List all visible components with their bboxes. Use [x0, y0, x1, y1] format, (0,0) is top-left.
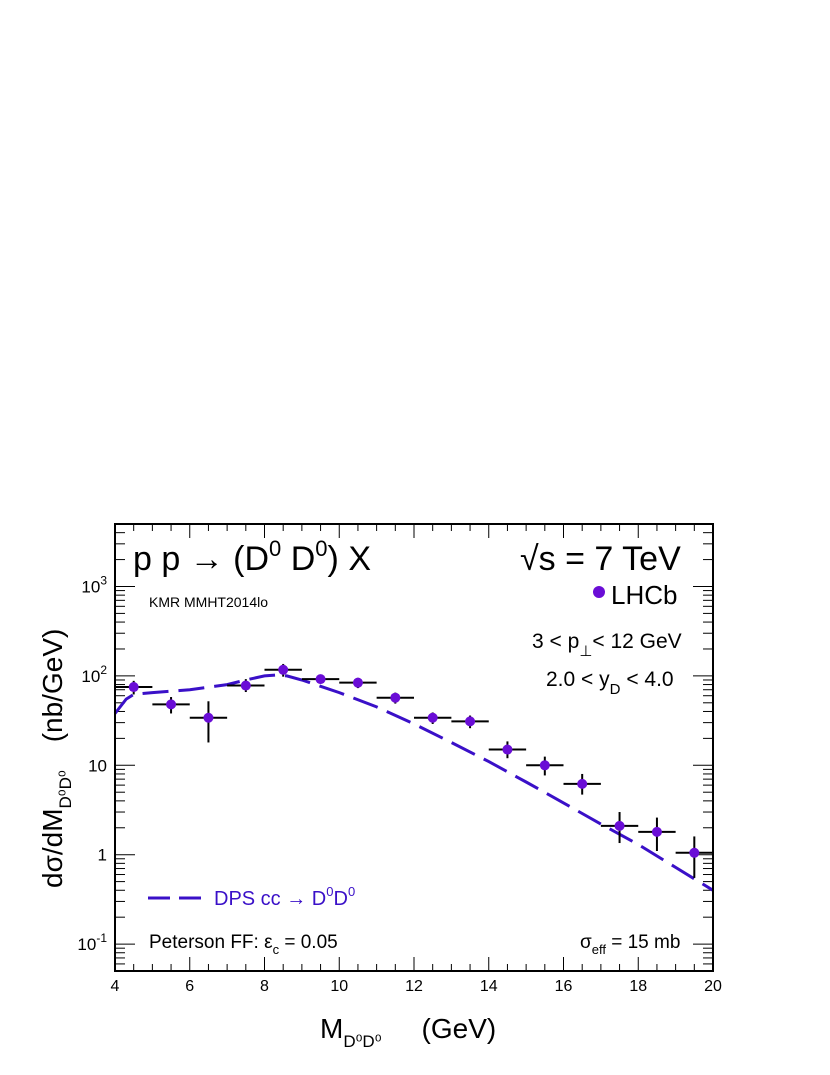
data-marker — [278, 664, 289, 675]
x-tick-label: 6 — [185, 978, 194, 995]
y-tick-label: 102 — [81, 663, 107, 686]
plot-frame — [114, 523, 714, 972]
lhcb-point — [638, 817, 676, 851]
lhcb-point — [488, 741, 527, 759]
lhcb-point — [526, 756, 564, 776]
lhcb-point — [414, 712, 452, 724]
data-marker — [128, 682, 139, 693]
process-title: p p → (D0 D0) X — [133, 536, 371, 578]
y-tick-label: 10-1 — [77, 931, 107, 954]
dps-curve-layer — [113, 673, 714, 892]
data-marker — [240, 680, 251, 691]
tick-labels: 4 6 8 10 12 14 16 18 20 10-1 1 10 102 103 — [77, 573, 722, 995]
data-marker — [352, 677, 363, 688]
x-tick-label: 14 — [480, 978, 498, 995]
lhcb-point — [675, 836, 713, 878]
data-marker — [390, 692, 401, 703]
lhcb-point — [152, 697, 190, 714]
lhcb-point — [115, 680, 153, 695]
y-axis-label: dσ/dMD⁰D⁰(nb/GeV) — [37, 629, 75, 888]
x-tick-label: 8 — [260, 978, 269, 995]
lhcb-point — [227, 679, 265, 693]
data-marker — [203, 712, 214, 723]
lhcb-point — [451, 715, 489, 729]
axis-ticks — [114, 523, 714, 972]
dps-legend-label: DPS cc → D0D0 — [214, 884, 355, 910]
data-marker — [539, 760, 550, 771]
y-tick-label: 1 — [98, 846, 107, 865]
energy-label: √s = 7 TeV — [520, 540, 681, 578]
pt-cut-label: 3 < p⊥< 12 GeV — [532, 630, 682, 660]
data-marker — [651, 826, 662, 837]
lhcb-point — [264, 663, 302, 677]
y-tick-label: 103 — [81, 573, 107, 596]
data-marker — [315, 674, 326, 685]
data-marker — [577, 778, 588, 789]
data-marker — [166, 699, 177, 710]
x-tick-label: 10 — [330, 978, 348, 995]
x-tick-label: 16 — [555, 978, 573, 995]
lhcb-point — [189, 701, 228, 743]
lhcb-legend-label: LHCb — [611, 580, 677, 610]
ff-label: Peterson FF: εc = 0.05 — [149, 932, 338, 957]
dps-curve — [113, 673, 714, 892]
model-label: KMR MMHT2014lo — [149, 594, 268, 610]
x-tick-label: 20 — [704, 978, 722, 995]
lhcb-legend-marker — [593, 586, 605, 598]
sigma-eff-label: σeff = 15 mb — [580, 932, 680, 957]
data-marker — [465, 716, 476, 727]
data-marker — [502, 744, 513, 755]
lhcb-point — [301, 674, 340, 685]
y-cut-label: 2.0 < yD < 4.0 — [546, 668, 674, 698]
x-tick-label: 12 — [405, 978, 423, 995]
data-marker — [614, 820, 625, 831]
data-marker — [427, 712, 438, 723]
lhcb-points-layer — [115, 663, 713, 878]
lhcb-point — [376, 692, 414, 704]
x-axis-label: MD⁰D⁰ (GeV) — [320, 1013, 496, 1051]
lhcb-point — [600, 812, 639, 844]
data-marker — [689, 847, 700, 858]
x-tick-label: 4 — [111, 978, 120, 995]
lhcb-point — [563, 773, 601, 795]
y-tick-label: 10 — [88, 756, 107, 775]
x-tick-label: 18 — [629, 978, 647, 995]
lhcb-point — [339, 677, 377, 689]
